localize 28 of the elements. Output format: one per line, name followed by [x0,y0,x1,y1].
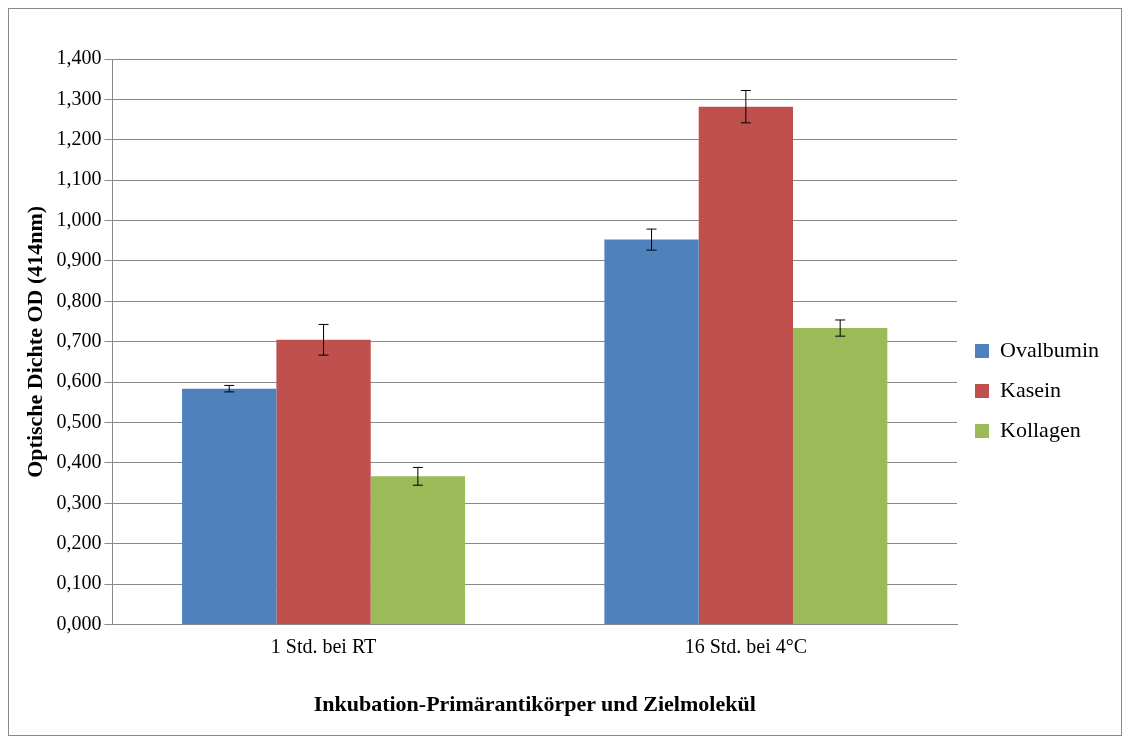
y-tick-label: 1,200 [56,127,102,150]
y-tick-label: 0,100 [56,571,102,594]
legend-label: Ovalbumin [1000,336,1100,362]
y-tick-label: 0,800 [56,288,102,311]
bar [604,239,699,625]
bar [698,106,794,625]
y-tick-label: 0,600 [56,369,102,392]
y-tick-label: 0,500 [56,409,102,432]
bar [276,339,371,625]
bar [182,388,277,625]
y-axis-title: Optische Dichte OD (414nm) [21,205,47,478]
y-tick-label: 1,100 [56,167,102,190]
x-tick-label: 16 Std. bei 4°C [684,634,808,657]
x-axis-title: Inkubation-Primärantikörper und Zielmolekül [313,691,756,717]
y-tick-label: 1,400 [56,46,102,69]
y-tick-label: 1,000 [56,207,102,230]
y-tick-label: 0,700 [56,329,102,352]
y-tick-label: 0,900 [56,248,102,271]
y-tick-label: 0,200 [56,531,102,554]
legend-label: Kollagen [1000,416,1081,442]
y-tick-label: 1,300 [56,86,102,109]
x-tick-label: 1 Std. bei RT [270,634,377,657]
y-tick-label: 0,300 [56,490,102,513]
y-tick-label: 0,000 [56,611,102,634]
legend-label: Kasein [1000,376,1062,402]
bar [793,328,888,625]
bar [370,476,466,625]
y-tick-label: 0,400 [56,450,102,473]
